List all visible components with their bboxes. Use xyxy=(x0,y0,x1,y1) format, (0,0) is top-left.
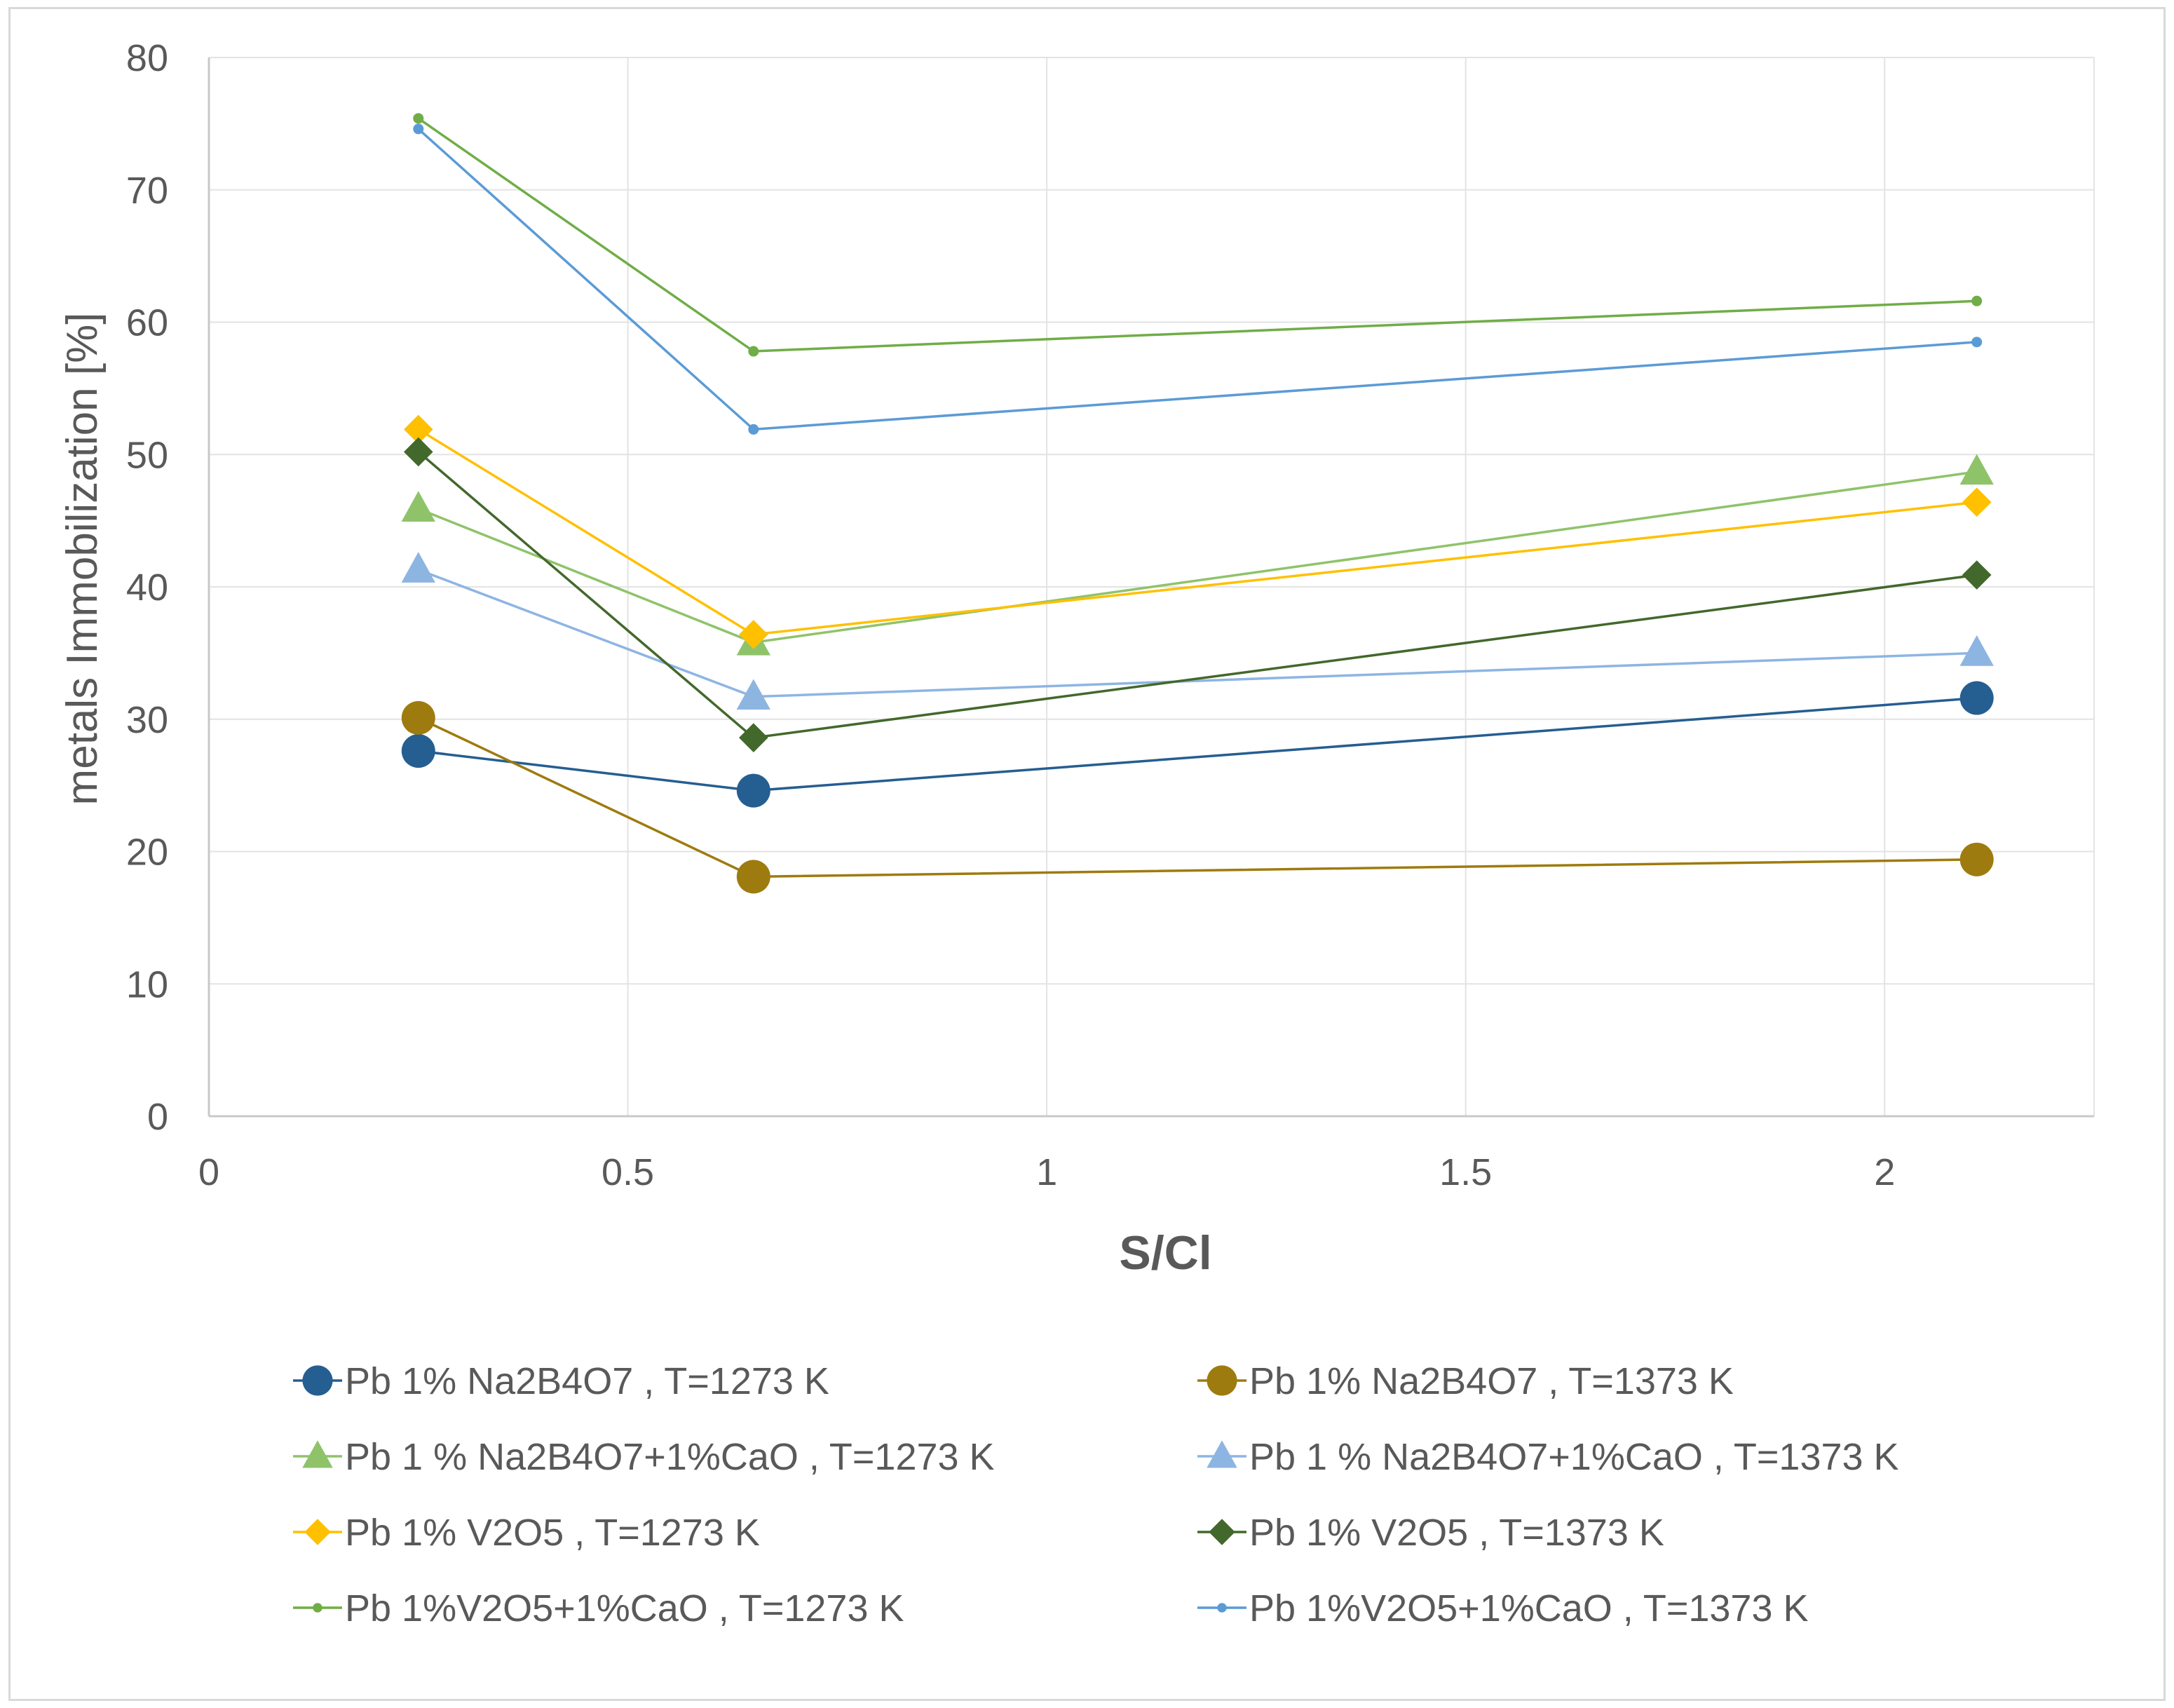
data-point xyxy=(1971,295,1983,306)
series-3 xyxy=(401,454,1994,656)
series-line xyxy=(418,470,1977,644)
legend-marker xyxy=(1209,1519,1235,1545)
legend-item: Pb 1% Na2B4O7 , T=1373 K xyxy=(1197,1360,1734,1402)
legend-label: Pb 1% V2O5 , T=1373 K xyxy=(1249,1512,1664,1554)
legend-item: Pb 1%V2O5+1%CaO , T=1373 K xyxy=(1197,1587,1809,1629)
series-line xyxy=(417,117,1977,353)
x-tick-label: 1 xyxy=(1036,1151,1057,1193)
legend-label: Pb 1% Na2B4O7 , T=1273 K xyxy=(345,1360,829,1402)
y-tick-label: 60 xyxy=(126,302,168,344)
data-point xyxy=(739,620,768,649)
data-point xyxy=(736,773,770,808)
axes xyxy=(208,57,2094,1118)
series-7 xyxy=(413,113,1983,357)
data-point xyxy=(1959,454,1994,485)
data-point xyxy=(1962,560,1992,590)
data-point xyxy=(736,860,770,894)
legend-marker xyxy=(1217,1603,1227,1613)
legend-item: Pb 1%V2O5+1%CaO , T=1273 K xyxy=(293,1587,904,1629)
series-2 xyxy=(401,700,1994,894)
legend-item: Pb 1% V2O5 , T=1273 K xyxy=(293,1512,760,1554)
legend-item: Pb 1 % Na2B4O7+1%CaO , T=1373 K xyxy=(1197,1436,1899,1478)
data-point xyxy=(736,679,770,710)
chart-frame xyxy=(8,7,2166,1701)
data-point xyxy=(403,414,433,445)
legend-item: Pb 1% V2O5 , T=1373 K xyxy=(1197,1512,1664,1554)
data-point xyxy=(1971,337,1983,348)
y-tick-label: 70 xyxy=(126,170,168,212)
x-tick-label: 0.5 xyxy=(602,1151,654,1193)
series-line xyxy=(418,717,1977,879)
legend-item: Pb 1 % Na2B4O7+1%CaO , T=1273 K xyxy=(293,1436,995,1478)
data-point xyxy=(401,734,435,768)
x-tick-label: 1.5 xyxy=(1439,1151,1492,1193)
data-point xyxy=(403,437,433,467)
y-tick-label: 30 xyxy=(126,699,168,741)
series-6 xyxy=(403,437,1992,752)
data-point xyxy=(401,552,435,583)
legend-label: Pb 1% V2O5 , T=1273 K xyxy=(345,1512,760,1554)
series-4 xyxy=(401,552,1994,710)
y-tick-label: 20 xyxy=(126,832,168,874)
y-tick-label: 10 xyxy=(126,963,168,1005)
legend-marker xyxy=(1207,1365,1237,1396)
series-line xyxy=(418,696,1977,792)
data-point xyxy=(1959,842,1994,876)
series-layer xyxy=(401,113,1994,894)
data-point xyxy=(748,346,759,357)
legend-label: Pb 1 % Na2B4O7+1%CaO , T=1373 K xyxy=(1249,1436,1899,1478)
legend-label: Pb 1 % Na2B4O7+1%CaO , T=1273 K xyxy=(345,1436,995,1478)
series-line xyxy=(417,128,1977,431)
legend-marker xyxy=(1207,1440,1237,1468)
legend-marker xyxy=(313,1603,322,1613)
data-point xyxy=(1959,681,1994,715)
data-point xyxy=(401,700,435,735)
legend-marker xyxy=(304,1519,331,1545)
data-point xyxy=(413,113,424,124)
legend-label: Pb 1% Na2B4O7 , T=1373 K xyxy=(1249,1360,1734,1402)
x-tick-label: 0 xyxy=(198,1151,219,1193)
series-5 xyxy=(403,414,1992,649)
series-1 xyxy=(401,681,1994,808)
legend: Pb 1% Na2B4O7 , T=1273 K Pb 1% Na2B4O7 , … xyxy=(293,1360,1899,1629)
legend-label: Pb 1%V2O5+1%CaO , T=1273 K xyxy=(345,1587,904,1629)
y-axis-title: metals Immobilization [%] xyxy=(58,313,107,806)
y-tick-label: 40 xyxy=(126,567,168,609)
data-point xyxy=(401,491,435,522)
data-point xyxy=(1962,487,1992,517)
tick-labels: 0 10 20 30 40 50 60 70 80 0 0.5 1 1.5 2 xyxy=(126,37,1895,1193)
y-tick-label: 50 xyxy=(126,434,168,476)
data-point xyxy=(739,723,768,752)
series-line xyxy=(417,451,1977,740)
legend-label: Pb 1%V2O5+1%CaO , T=1373 K xyxy=(1249,1587,1809,1629)
legend-marker xyxy=(302,1440,333,1468)
series-8 xyxy=(413,123,1983,435)
y-tick-label: 80 xyxy=(126,37,168,79)
series-line xyxy=(417,428,1977,636)
x-axis-title: S/Cl xyxy=(1119,1226,1211,1280)
data-point xyxy=(413,123,424,135)
x-tick-label: 2 xyxy=(1874,1151,1895,1193)
data-point xyxy=(1959,635,1994,666)
data-point xyxy=(748,423,759,435)
y-tick-label: 0 xyxy=(147,1096,168,1138)
legend-item: Pb 1% Na2B4O7 , T=1273 K xyxy=(293,1360,829,1402)
legend-marker xyxy=(302,1365,333,1396)
